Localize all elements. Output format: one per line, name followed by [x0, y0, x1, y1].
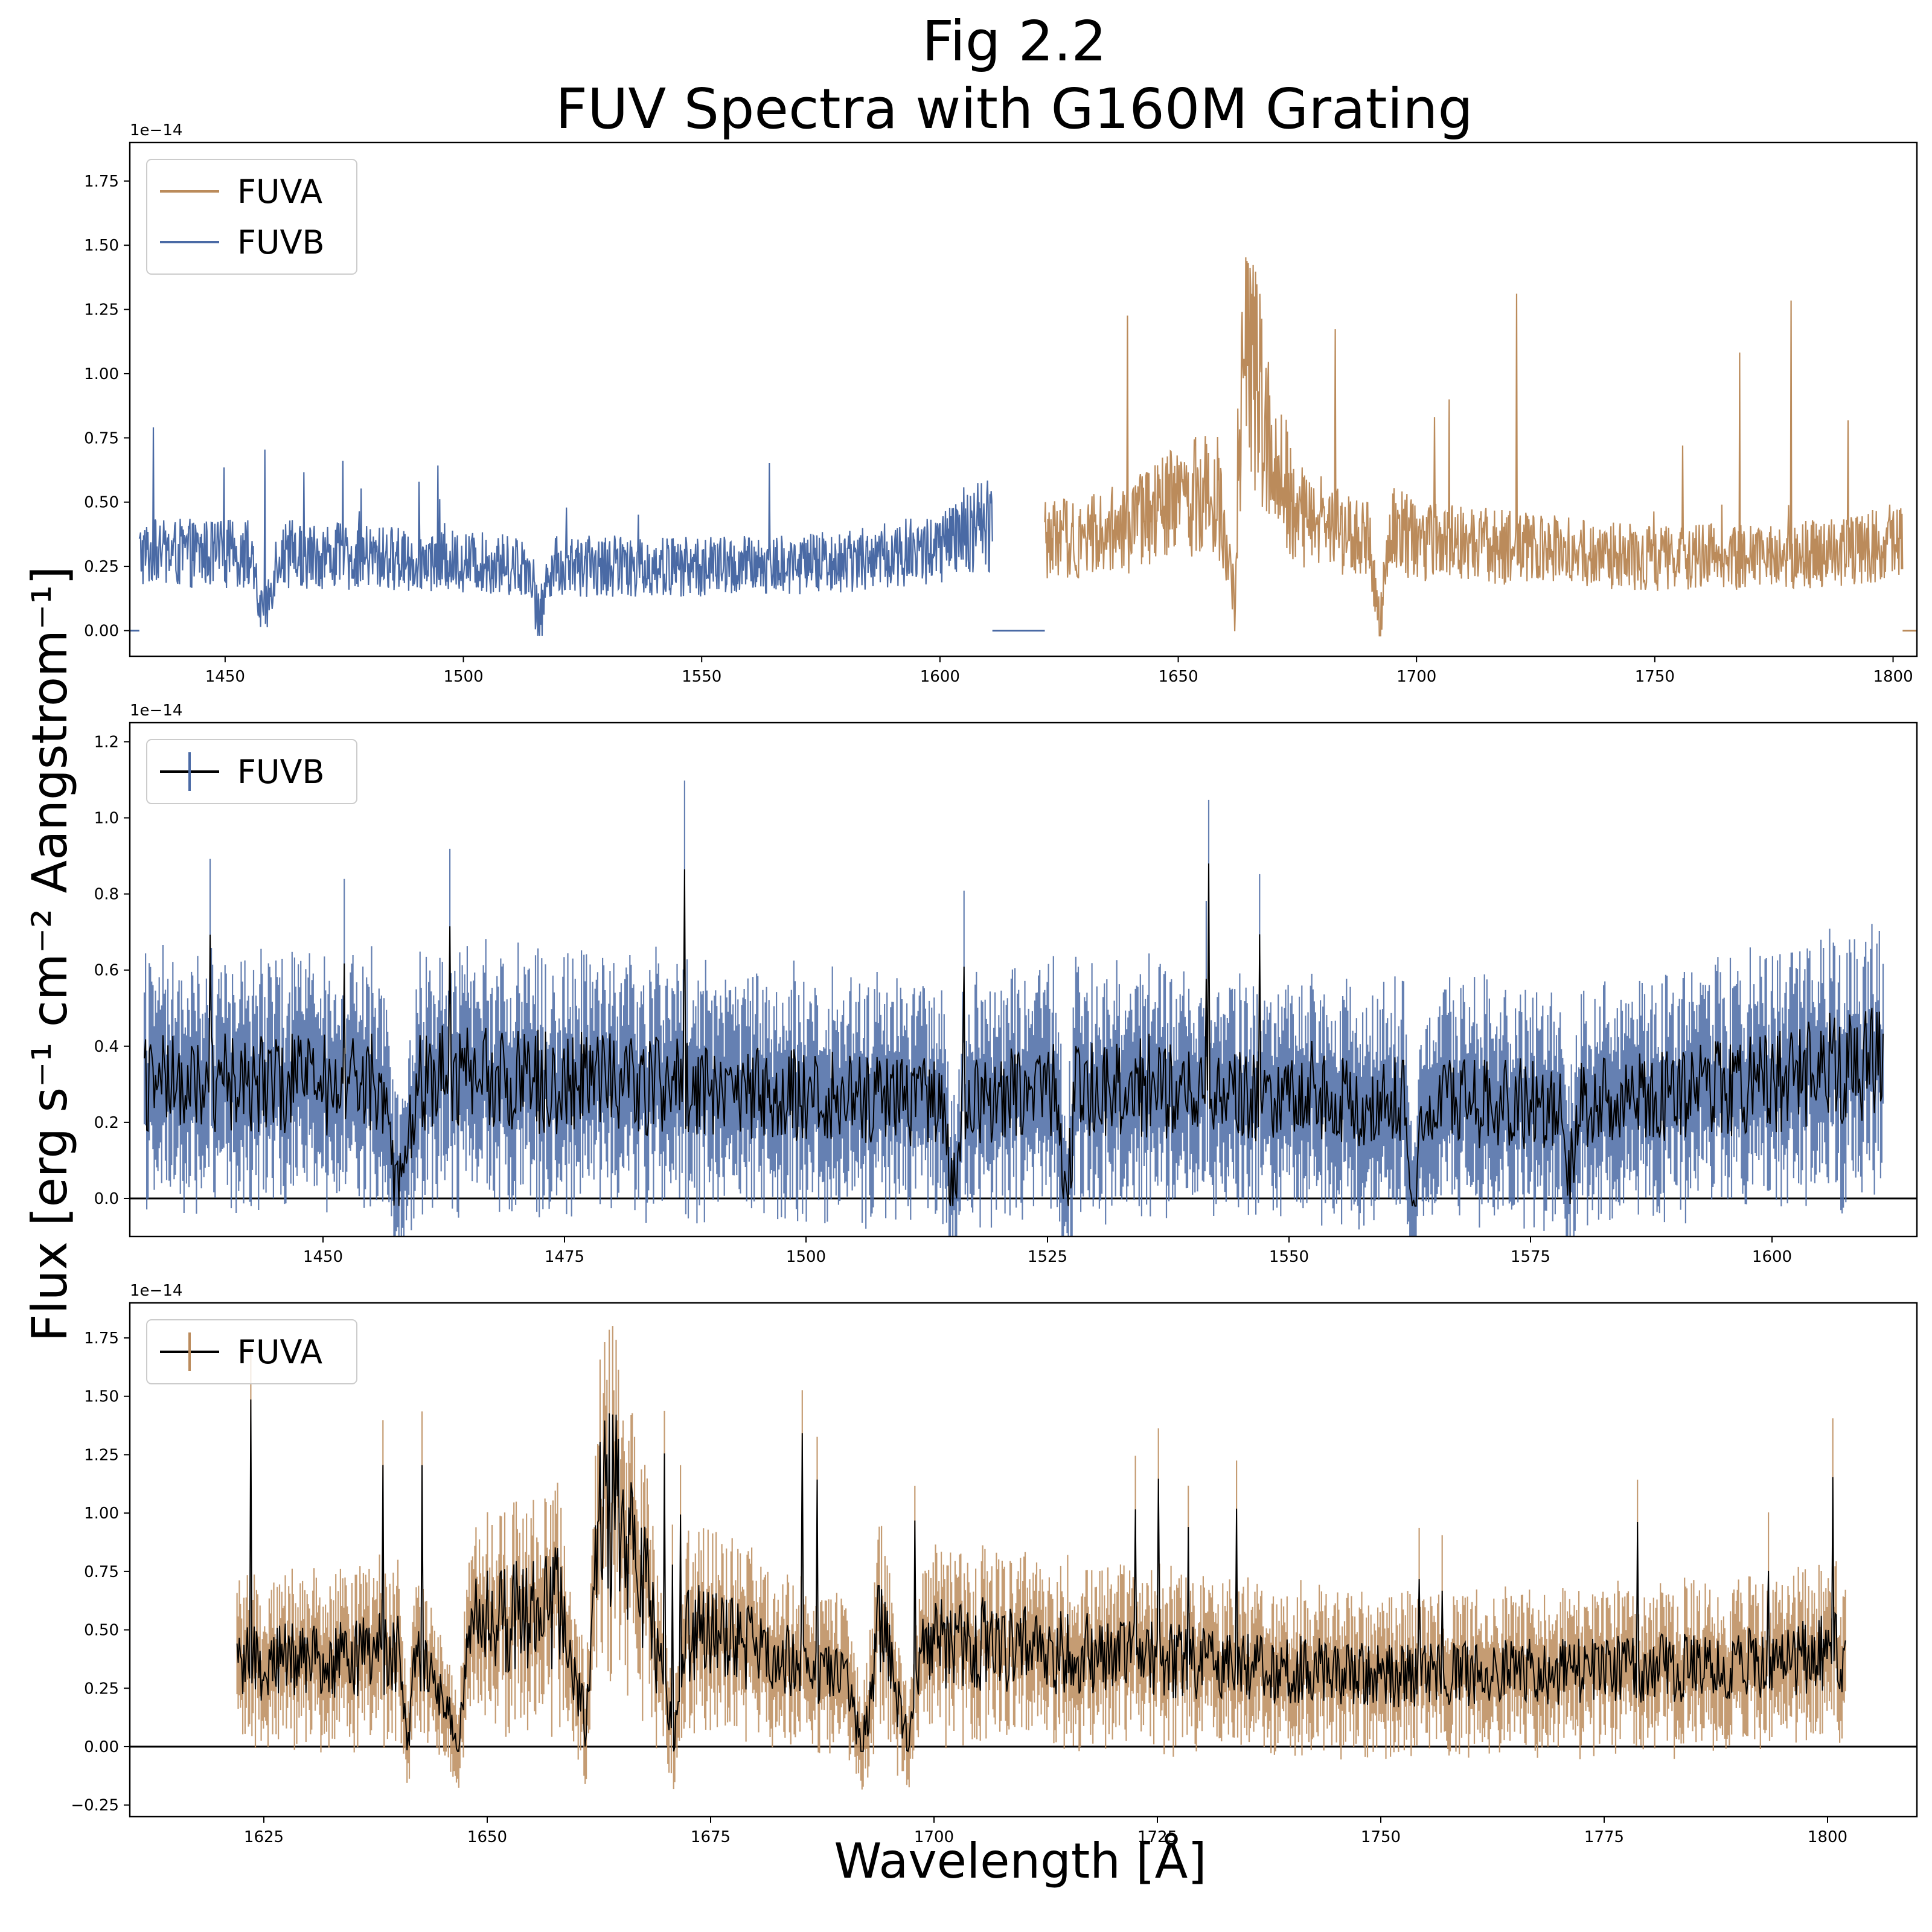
y-tick-label: 0.75	[84, 429, 119, 447]
x-tick-label: 1600	[920, 668, 960, 686]
x-tick-label: 1625	[244, 1828, 284, 1846]
y-offset-label: 1e−14	[130, 1282, 182, 1300]
axes-frame	[130, 142, 1917, 656]
y-tick-label: 0.00	[84, 1738, 119, 1756]
legend-label-fuvb: FUVB	[237, 223, 325, 261]
y-tick-label: 0.75	[84, 1563, 119, 1581]
x-tick-label: 1700	[1396, 668, 1436, 686]
y-tick-label: 0.2	[94, 1114, 119, 1132]
plot-area	[130, 781, 1917, 1276]
y-tick-label: 0.50	[84, 1622, 119, 1640]
x-tick-label: 1525	[1028, 1248, 1067, 1266]
y-tick-label: 1.75	[84, 173, 119, 191]
x-tick-label: 1675	[691, 1828, 731, 1846]
legend: FUVA FUVB	[147, 159, 357, 274]
y-tick-label: 0.8	[94, 886, 119, 904]
legend-label-fuva: FUVA	[237, 1333, 322, 1371]
legend: FUVA	[147, 1320, 357, 1384]
y-tick-label: 1.2	[94, 734, 119, 752]
y-tick-label: 1.50	[84, 1388, 119, 1406]
y-tick-label: 0.00	[84, 622, 119, 640]
x-tick-label: 1500	[443, 668, 483, 686]
y-tick-label: 0.50	[84, 494, 119, 512]
y-tick-label: 0.0	[94, 1190, 119, 1208]
series-line-fuva	[1045, 257, 1903, 636]
panel-1: 1450 1500 1550 1600 1650 1700 1750 1800 0.00 0.25…	[84, 121, 1917, 686]
y-tick-label: 0.4	[94, 1038, 119, 1056]
x-tick-label: 1575	[1511, 1248, 1550, 1266]
x-tick-label: 1775	[1584, 1828, 1624, 1846]
y-tick-label: 1.25	[84, 1446, 119, 1464]
y-tick-label: 0.6	[94, 962, 119, 980]
legend-label-fuva: FUVA	[237, 173, 322, 211]
y-tick-label: 0.25	[84, 558, 119, 576]
error-bars-fuva	[237, 1326, 1846, 1790]
panels: 1450 1500 1550 1600 1650 1700 1750 1800 0.00 0.25…	[71, 121, 1917, 1846]
x-tick-label: 1800	[1808, 1828, 1847, 1846]
x-tick-label: 1550	[1269, 1248, 1309, 1266]
x-tick-label: 1750	[1361, 1828, 1401, 1846]
x-tick-label: 1500	[786, 1248, 826, 1266]
series-line-fuvb	[139, 427, 993, 636]
y-tick-label: 1.25	[84, 301, 119, 319]
x-tick-label: 1750	[1635, 668, 1675, 686]
y-tick-label: 1.75	[84, 1329, 119, 1348]
y-tick-label: −0.25	[71, 1797, 119, 1815]
x-tick-label: 1450	[303, 1248, 343, 1266]
x-tick-label: 1650	[1158, 668, 1198, 686]
x-tick-label: 1800	[1873, 668, 1913, 686]
figure-title-line2: FUV Spectra with G160M Grating	[555, 77, 1473, 141]
x-tick-label: 1600	[1752, 1248, 1792, 1266]
plot-area	[130, 257, 1917, 636]
error-bars-fuvb	[144, 781, 1883, 1276]
plot-area	[130, 1326, 1917, 1790]
x-tick-label: 1700	[914, 1828, 954, 1846]
x-tick-label: 1475	[545, 1248, 584, 1266]
y-tick-label: 1.0	[94, 810, 119, 828]
y-tick-label: 0.25	[84, 1680, 119, 1698]
y-offset-label: 1e−14	[130, 702, 182, 720]
legend-label-fuvb: FUVB	[237, 753, 325, 791]
panel-3: 1625 1650 1675 1700 1725 1750 1775 1800 −0.25 0.0…	[71, 1282, 1917, 1846]
x-tick-label: 1725	[1137, 1828, 1177, 1846]
y-offset-label: 1e−14	[130, 121, 182, 139]
x-tick-label: 1450	[205, 668, 245, 686]
figure-title-line1: Fig 2.2	[922, 9, 1107, 74]
y-tick-label: 1.00	[84, 1505, 119, 1523]
y-tick-label: 1.00	[84, 365, 119, 383]
y-axis-title: Flux [erg s⁻¹ cm⁻² Aangstrom⁻¹]	[22, 566, 78, 1342]
x-tick-label: 1550	[682, 668, 721, 686]
y-tick-label: 1.50	[84, 237, 119, 255]
x-tick-label: 1650	[467, 1828, 507, 1846]
legend: FUVB	[147, 740, 357, 804]
panel-2: 1450 1475 1500 1525 1550 1575 1600 0.0 0.2 0.4 0.6…	[94, 702, 1917, 1276]
